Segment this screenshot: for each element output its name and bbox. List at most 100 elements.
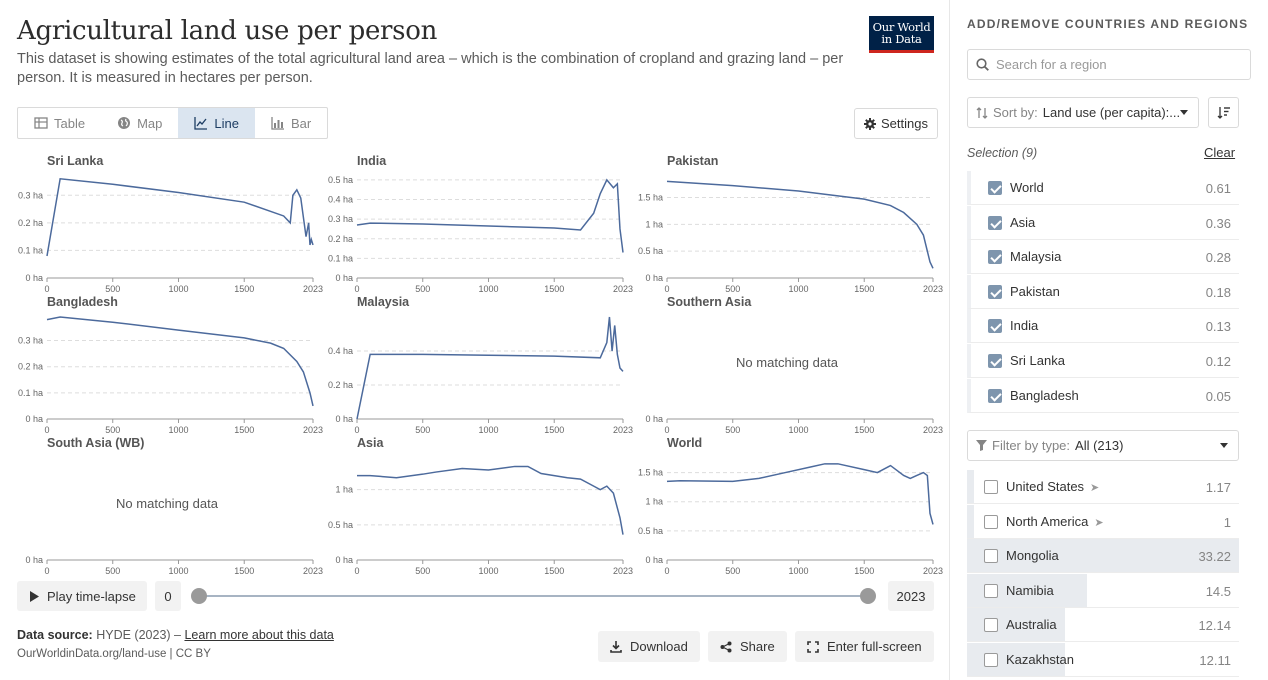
- play-timelapse-button[interactable]: Play time-lapse: [17, 581, 147, 611]
- y-tick-label: 0.2 ha: [328, 380, 353, 390]
- x-tick-label: 500: [105, 425, 120, 435]
- y-tick-label: 1.5 ha: [638, 192, 663, 202]
- timeline-controls: Play time-lapse 0 2023: [17, 581, 934, 611]
- download-button[interactable]: Download: [598, 631, 700, 662]
- x-tick-label: 1000: [168, 566, 188, 576]
- series-line[interactable]: [356, 316, 624, 420]
- line-chart: 0 ha0 500 1000 1500 2023: [645, 414, 943, 435]
- y-tick-label: 0.1 ha: [18, 388, 43, 398]
- entity-value: 1: [1223, 514, 1231, 530]
- available-entity-row[interactable]: United States ➤ 1.17: [967, 470, 1239, 504]
- x-tick-label: 1500: [544, 284, 564, 294]
- series-line[interactable]: [666, 180, 934, 269]
- chart-panel: Sri Lanka 0 ha 0.1 ha 0.2 ha 0.3 ha 0 500 1000 1…: [17, 154, 323, 294]
- clear-selection-button[interactable]: Clear: [1204, 145, 1236, 160]
- checkbox-unchecked[interactable]: [984, 514, 998, 529]
- end-handle[interactable]: [860, 588, 876, 604]
- checkbox-unchecked[interactable]: [984, 653, 998, 667]
- search-box: [967, 49, 1251, 80]
- series-line[interactable]: [666, 463, 934, 525]
- tab-table[interactable]: Table: [18, 108, 101, 138]
- y-tick-label: 0.3 ha: [18, 336, 43, 346]
- line-chart: 0 ha 0.1 ha 0.2 ha 0.3 ha 0.4 ha 0.5 ha 0 500 10…: [328, 175, 633, 294]
- available-entity-row[interactable]: Mongolia 33.22: [967, 539, 1239, 574]
- checkbox-checked[interactable]: [988, 215, 1002, 230]
- filter-value: All (213): [1075, 438, 1124, 453]
- entity-name: Pakistan: [1010, 283, 1060, 299]
- x-tick-label: 1000: [478, 566, 498, 576]
- available-entity-row[interactable]: Namibia 14.5: [967, 573, 1239, 608]
- sort-arrows-icon: [976, 106, 988, 119]
- entity-value: 12.14: [1198, 618, 1231, 634]
- filter-by-type-dropdown[interactable]: Filter by type: All (213): [967, 430, 1239, 461]
- y-tick-label: 0.2 ha: [18, 362, 43, 372]
- owid-logo[interactable]: Our World in Data: [869, 16, 934, 53]
- data-source: Data source: HYDE (2023) – Learn more ab…: [17, 628, 334, 642]
- tab-map[interactable]: Map: [101, 108, 178, 138]
- available-entity-row[interactable]: Kazakhstan 12.11: [967, 643, 1239, 677]
- share-button[interactable]: Share: [708, 631, 787, 662]
- timeline-track[interactable]: [199, 595, 868, 597]
- x-tick-label: 0: [354, 284, 359, 294]
- entity-value: 14.5: [1205, 583, 1231, 599]
- sort-by-dropdown[interactable]: Sort by: Land use (per capita):...: [967, 97, 1199, 128]
- chart-panel-title: Sri Lanka: [47, 154, 104, 168]
- checkbox-checked[interactable]: [988, 181, 1002, 195]
- chart-panel: Southern Asia 0 ha 0 500 1000 1500 2023 No matc…: [637, 295, 943, 435]
- checkbox-checked[interactable]: [988, 284, 1002, 299]
- selected-entity-row[interactable]: Asia 0.36: [967, 205, 1239, 240]
- settings-button[interactable]: Settings: [854, 108, 938, 139]
- tab-bar[interactable]: Bar: [255, 108, 327, 138]
- line-chart-icon: [194, 117, 208, 130]
- series-line[interactable]: [46, 316, 314, 407]
- selected-entity-row[interactable]: Pakistan 0.18: [967, 274, 1239, 309]
- checkbox-checked[interactable]: [988, 354, 1002, 368]
- y-tick-label: 0 ha: [25, 414, 43, 424]
- entity-name: Malaysia: [1010, 249, 1062, 265]
- sort-value: Land use (per capita):...: [1042, 105, 1181, 120]
- source-text: HYDE (2023) –: [96, 628, 181, 642]
- selected-entity-row[interactable]: Malaysia 0.28: [967, 240, 1239, 275]
- x-tick-label: 500: [105, 284, 120, 294]
- selected-entity-row[interactable]: World 0.61: [967, 171, 1239, 205]
- x-tick-label: 0: [664, 284, 669, 294]
- page-title: Agricultural land use per person: [17, 16, 438, 46]
- fullscreen-button[interactable]: Enter full-screen: [795, 631, 934, 662]
- available-entity-row[interactable]: North America ➤ 1: [967, 504, 1239, 539]
- checkbox-checked[interactable]: [988, 250, 1002, 265]
- y-tick-label: 0.3 ha: [328, 214, 353, 224]
- checkbox-unchecked[interactable]: [984, 618, 998, 633]
- search-icon: [976, 58, 989, 71]
- line-chart: 0 ha 0.1 ha 0.2 ha 0.3 ha 0 500 1000 1500 2023: [18, 316, 323, 435]
- search-input[interactable]: [996, 57, 1236, 72]
- end-year-box: 2023: [888, 581, 934, 611]
- checkbox-unchecked[interactable]: [984, 583, 998, 598]
- logo-line-2: in Data: [881, 32, 922, 46]
- learn-more-link[interactable]: Learn more about this data: [184, 628, 334, 642]
- sort-direction-button[interactable]: [1208, 97, 1239, 128]
- selected-entity-row[interactable]: Sri Lanka 0.12: [967, 344, 1239, 378]
- checkbox-unchecked[interactable]: [984, 480, 998, 494]
- available-entity-row[interactable]: Australia 12.14: [967, 608, 1239, 643]
- x-tick-label: 1000: [168, 425, 188, 435]
- checkbox-checked[interactable]: [988, 319, 1002, 334]
- series-line[interactable]: [356, 178, 624, 253]
- y-tick-label: 0.4 ha: [328, 346, 353, 356]
- entity-value: 1.17: [1205, 480, 1231, 495]
- play-label: Play time-lapse: [47, 588, 136, 604]
- series-line[interactable]: [357, 465, 624, 535]
- y-tick-label: 1 ha: [335, 485, 353, 495]
- tab-line[interactable]: Line: [178, 108, 255, 138]
- start-handle[interactable]: [191, 588, 207, 604]
- y-tick-label: 0 ha: [25, 555, 43, 565]
- series-line[interactable]: [46, 177, 314, 257]
- checkbox-unchecked[interactable]: [984, 549, 998, 564]
- x-tick-label: 2023: [923, 566, 943, 576]
- selected-entity-row[interactable]: Bangladesh 0.05: [967, 378, 1239, 413]
- checkbox-checked[interactable]: [988, 388, 1002, 403]
- x-tick-label: 500: [725, 425, 740, 435]
- line-chart: 0 ha 0.5 ha 1 ha 1.5 ha 0 500 1000 1500 2023: [638, 463, 943, 576]
- share-label: Share: [740, 639, 775, 654]
- source-url[interactable]: OurWorldinData.org/land-use | CC BY: [17, 648, 211, 660]
- selected-entity-row[interactable]: India 0.13: [967, 309, 1239, 344]
